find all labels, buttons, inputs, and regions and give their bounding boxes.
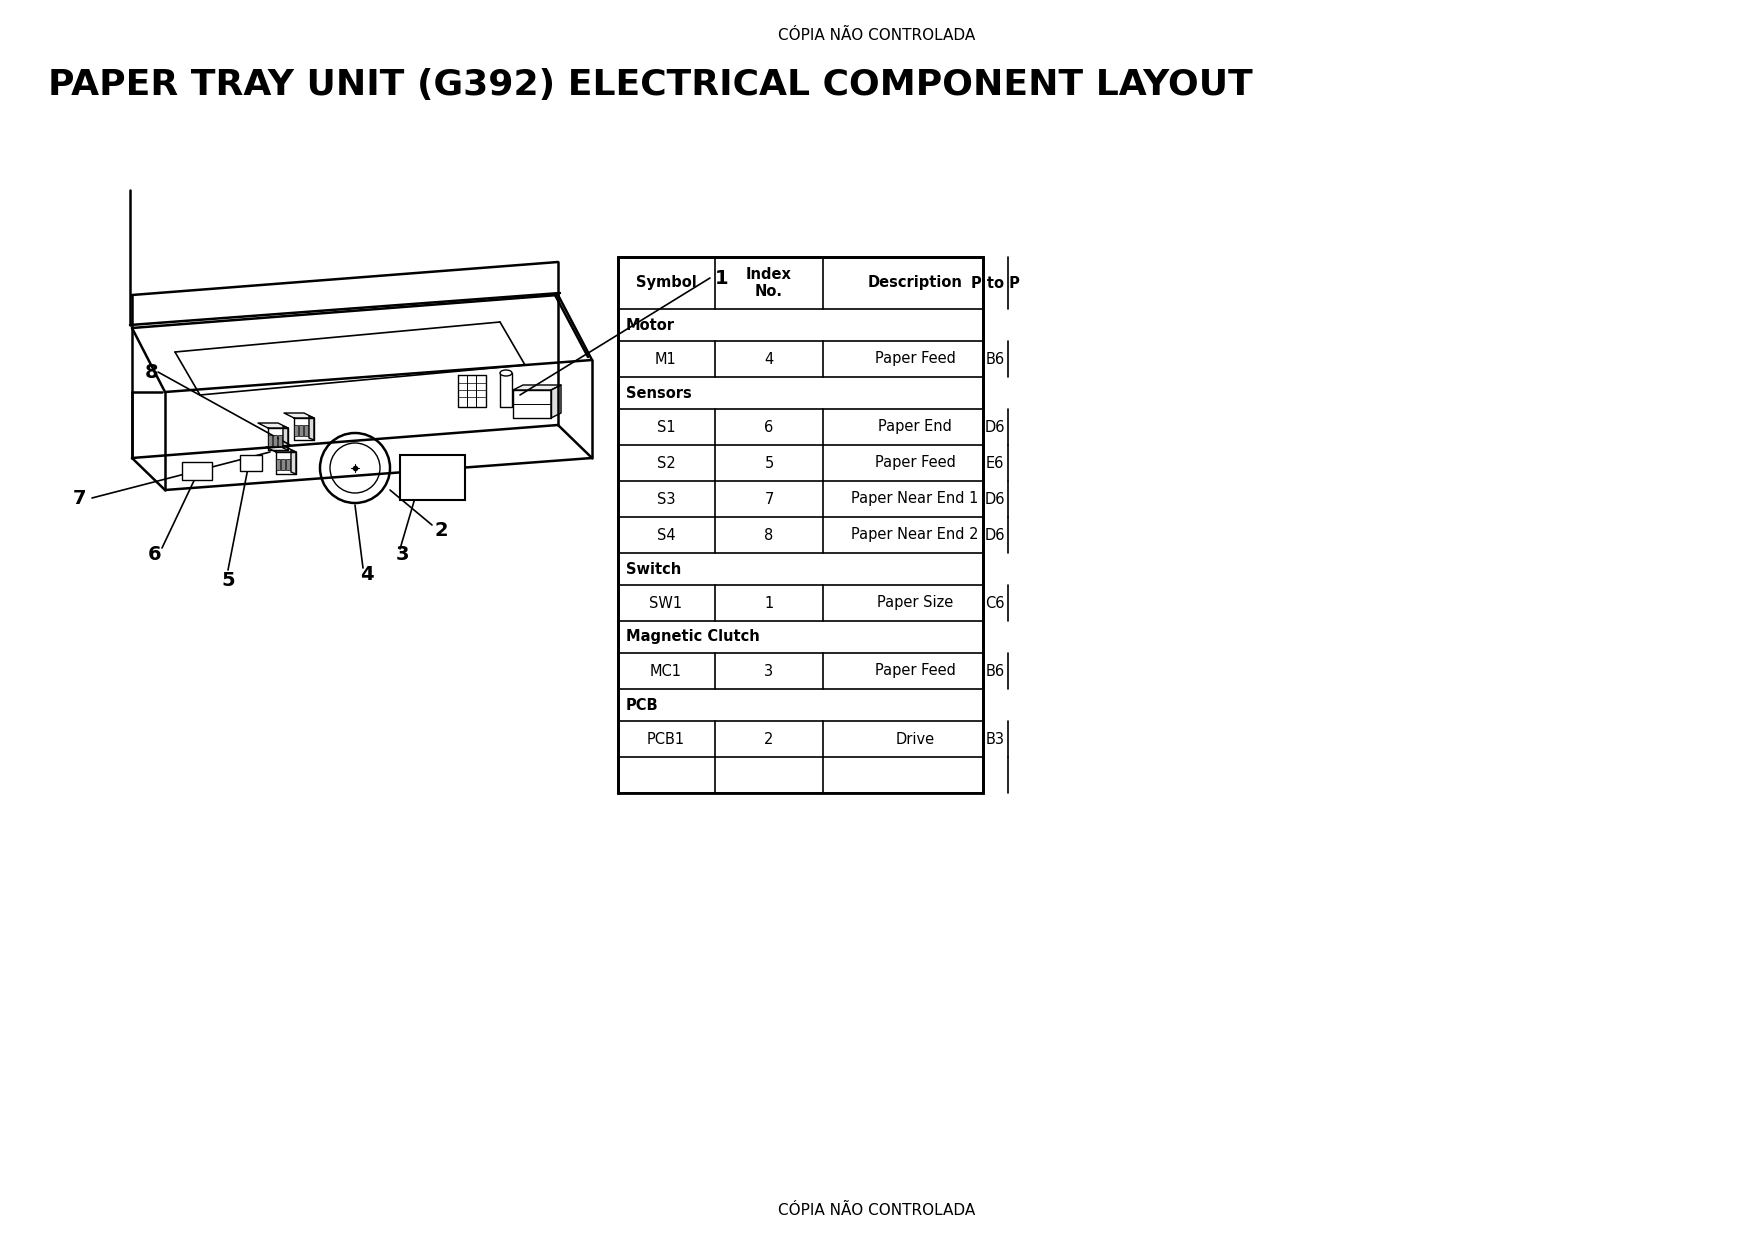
Bar: [400, 455, 465, 501]
Text: SW1: SW1: [649, 595, 682, 611]
Text: Magnetic Clutch: Magnetic Clutch: [626, 630, 759, 645]
Polygon shape: [309, 416, 314, 440]
Text: S2: S2: [656, 456, 675, 471]
Bar: [182, 462, 212, 479]
Text: Paper End: Paper End: [879, 420, 952, 435]
Text: 3: 3: [765, 663, 774, 678]
Text: 4: 4: [765, 351, 774, 366]
Bar: [295, 425, 298, 436]
Bar: [286, 458, 289, 469]
Text: 8: 8: [765, 528, 774, 543]
Bar: [300, 425, 303, 436]
Text: D6: D6: [984, 528, 1005, 543]
Text: 2: 2: [765, 732, 774, 746]
Text: 3: 3: [396, 545, 409, 565]
Bar: [268, 435, 272, 446]
Text: 1: 1: [765, 595, 774, 611]
Text: 8: 8: [146, 363, 158, 381]
Text: 6: 6: [765, 420, 774, 435]
Polygon shape: [284, 414, 314, 419]
Text: MC1: MC1: [651, 663, 682, 678]
Text: PCB1: PCB1: [647, 732, 686, 746]
Text: P to P: P to P: [970, 276, 1019, 291]
Bar: [274, 435, 277, 446]
Text: 2: 2: [435, 520, 449, 539]
Text: Motor: Motor: [626, 318, 675, 333]
Text: 5: 5: [765, 456, 774, 471]
Text: Paper Feed: Paper Feed: [875, 351, 956, 366]
Bar: [281, 458, 284, 469]
Text: S4: S4: [656, 528, 675, 543]
Text: 5: 5: [221, 570, 235, 590]
Bar: [277, 458, 281, 469]
Text: C6: C6: [986, 595, 1005, 611]
Polygon shape: [291, 450, 296, 474]
Ellipse shape: [500, 370, 512, 376]
Text: 7: 7: [765, 492, 774, 507]
Polygon shape: [551, 385, 561, 419]
Text: Paper Size: Paper Size: [877, 595, 952, 611]
Bar: [305, 425, 309, 436]
Polygon shape: [458, 375, 486, 407]
Text: Index
No.: Index No.: [745, 267, 793, 299]
Bar: [279, 435, 282, 446]
Polygon shape: [500, 373, 512, 407]
Text: 1: 1: [716, 268, 728, 287]
Polygon shape: [295, 419, 314, 440]
Text: 4: 4: [360, 565, 374, 585]
Text: Paper Near End 2: Paper Near End 2: [851, 528, 979, 543]
Text: E6: E6: [986, 456, 1005, 471]
Polygon shape: [512, 385, 561, 390]
Text: PCB: PCB: [626, 698, 658, 713]
Bar: [240, 455, 261, 471]
Text: Paper Near End 1: Paper Near End 1: [851, 492, 979, 507]
Text: Switch: Switch: [626, 561, 681, 576]
Polygon shape: [268, 428, 288, 450]
Polygon shape: [512, 390, 551, 419]
Text: Symbol: Symbol: [635, 276, 696, 291]
Text: B6: B6: [986, 351, 1005, 366]
Text: M1: M1: [656, 351, 677, 366]
Text: D6: D6: [984, 492, 1005, 507]
Text: Sensors: Sensors: [626, 385, 691, 400]
Text: D6: D6: [984, 420, 1005, 435]
Text: Paper Feed: Paper Feed: [875, 456, 956, 471]
Text: Drive: Drive: [896, 732, 935, 746]
Bar: [617, 257, 982, 792]
Polygon shape: [282, 426, 288, 450]
Text: CÓPIA NÃO CONTROLADA: CÓPIA NÃO CONTROLADA: [779, 29, 975, 43]
Text: B3: B3: [986, 732, 1005, 746]
Text: PAPER TRAY UNIT (G392) ELECTRICAL COMPONENT LAYOUT: PAPER TRAY UNIT (G392) ELECTRICAL COMPON…: [47, 68, 1252, 102]
Text: Paper Feed: Paper Feed: [875, 663, 956, 678]
Text: Description: Description: [868, 276, 963, 291]
Polygon shape: [267, 447, 296, 452]
Text: B6: B6: [986, 663, 1005, 678]
Polygon shape: [258, 424, 288, 428]
Text: 7: 7: [74, 488, 86, 508]
Text: 6: 6: [147, 545, 161, 565]
Text: S1: S1: [656, 420, 675, 435]
Text: CÓPIA NÃO CONTROLADA: CÓPIA NÃO CONTROLADA: [779, 1203, 975, 1218]
Polygon shape: [275, 452, 296, 474]
Text: S3: S3: [656, 492, 675, 507]
